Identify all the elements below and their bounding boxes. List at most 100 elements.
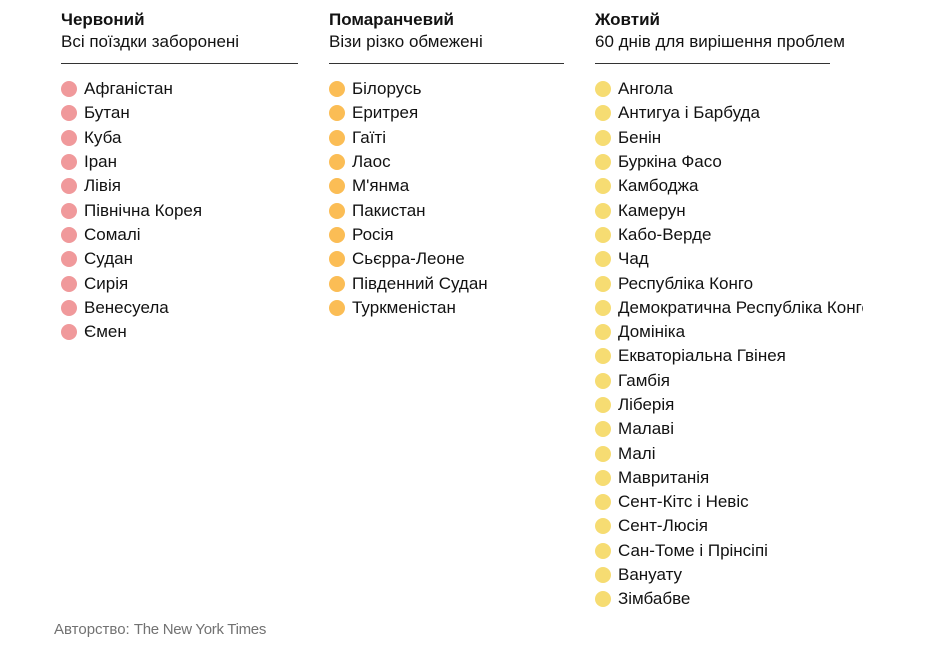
list-item: Демократична Республіка Конго: [595, 296, 863, 320]
status-dot-icon: [61, 299, 77, 316]
list-item: Лаос: [329, 150, 564, 174]
country-name: Мавританія: [618, 467, 710, 487]
country-name: Південний Судан: [352, 273, 488, 293]
country-list: Білорусь Еритрея Гаїті Лаос М'янма Пакистан Ро…: [329, 77, 564, 320]
list-item: Камерун: [595, 198, 863, 222]
status-dot-icon: [595, 154, 611, 171]
list-item: М'янма: [329, 174, 564, 198]
list-item: Південний Судан: [329, 271, 564, 295]
list-item: Камбоджа: [595, 174, 863, 198]
country-name: Сан-Томе і Прінсіпі: [618, 540, 768, 560]
list-item: Мавританія: [595, 466, 863, 490]
list-item: Сомалі: [61, 223, 298, 247]
status-dot-icon: [329, 154, 345, 171]
country-name: Демократична Республіка Конго: [618, 297, 863, 317]
status-dot-icon: [595, 275, 611, 292]
list-item: Афганістан: [61, 77, 298, 101]
column-header: Помаранчевий Візи різко обмежені: [329, 10, 564, 64]
list-item: Ангола: [595, 77, 863, 101]
list-item: Іран: [61, 150, 298, 174]
country-name: Лаос: [352, 152, 391, 172]
status-dot-icon: [329, 299, 345, 316]
country-name: Сент-Люсія: [618, 516, 708, 536]
list-item: Вануату: [595, 563, 863, 587]
country-name: Екваторіальна Гвінея: [618, 346, 786, 366]
status-dot-icon: [595, 226, 611, 243]
status-dot-icon: [61, 105, 77, 122]
country-name: Туркменістан: [352, 297, 456, 317]
credit-source: The New York Times: [133, 621, 267, 638]
status-dot-icon: [595, 469, 611, 486]
country-list: Афганістан Бутан Куба Іран Лівія Північна Кор…: [61, 77, 298, 344]
list-item: Венесуела: [61, 296, 298, 320]
status-dot-icon: [61, 129, 77, 146]
country-name: Білорусь: [352, 79, 422, 99]
status-dot-icon: [595, 372, 611, 389]
column-title: Червоний: [61, 10, 145, 29]
status-dot-icon: [329, 129, 345, 146]
country-name: Ліберія: [618, 395, 675, 414]
list-item: Куба: [61, 126, 298, 150]
status-dot-icon: [595, 299, 611, 316]
status-dot-icon: [595, 251, 611, 268]
status-dot-icon: [61, 202, 77, 219]
status-dot-icon: [595, 518, 611, 535]
country-name: Еритрея: [352, 103, 419, 123]
list-item: Екваторіальна Гвінея: [595, 344, 863, 368]
status-dot-icon: [61, 275, 77, 292]
credit-label: Авторство:: [54, 621, 130, 638]
list-item: Республіка Конго: [595, 271, 863, 295]
status-dot-icon: [595, 324, 611, 341]
status-dot-icon: [61, 154, 77, 171]
status-dot-icon: [61, 251, 77, 268]
country-name: Куба: [84, 127, 122, 147]
column-title: Жовтий: [595, 10, 660, 29]
country-name: Гамбія: [618, 370, 670, 390]
status-dot-icon: [595, 129, 611, 146]
list-item: Білорусь: [329, 77, 564, 101]
country-name: Венесуела: [84, 297, 169, 317]
country-name: Судан: [84, 249, 133, 269]
column-header: Червоний Всі поїздки заборонені: [61, 10, 298, 64]
list-item: Ліберія: [595, 393, 863, 417]
column-subtitle: Візи різко обмежені: [329, 32, 483, 51]
country-name: Гаїті: [352, 127, 386, 147]
country-name: Афганістан: [84, 79, 173, 99]
list-item: Лівія: [61, 174, 298, 198]
status-dot-icon: [61, 226, 77, 243]
list-item: Сьєрра-Леоне: [329, 247, 564, 271]
country-name: Малаві: [618, 419, 674, 439]
country-name: М'янма: [352, 176, 410, 196]
country-name: Антигуа і Барбуда: [618, 103, 760, 123]
list-item: Сан-Томе і Прінсіпі: [595, 539, 863, 563]
country-name: Зімбабве: [618, 589, 691, 609]
country-name: Республіка Конго: [618, 273, 754, 293]
status-dot-icon: [595, 202, 611, 219]
country-name: Сьєрра-Леоне: [352, 249, 465, 269]
status-dot-icon: [595, 445, 611, 462]
column-subtitle: 60 днів для вирішення проблем: [595, 32, 845, 51]
country-name: Іран: [84, 152, 118, 172]
country-name: Сирія: [84, 273, 129, 293]
status-dot-icon: [595, 397, 611, 413]
status-dot-icon: [329, 81, 345, 98]
list-item: Пакистан: [329, 198, 564, 222]
list-item: Чад: [595, 247, 863, 271]
column-header: Жовтий 60 днів для вирішення проблем: [595, 10, 845, 64]
list-item: Гамбія: [595, 369, 863, 393]
column-yellow: Жовтий 60 днів для вирішення проблем Анг…: [595, 10, 863, 612]
status-dot-icon: [329, 178, 345, 195]
list-item: Малаві: [595, 417, 863, 441]
country-name: Ангола: [618, 79, 674, 99]
list-item: Еритрея: [329, 101, 564, 125]
country-name: Малі: [618, 443, 656, 463]
list-item: Сент-Кітс і Невіс: [595, 490, 863, 514]
list-item: Гаїті: [329, 126, 564, 150]
country-name: Ємен: [84, 322, 127, 342]
list-item: Ємен: [61, 320, 298, 344]
country-name: Росія: [352, 224, 394, 244]
country-name: Сомалі: [84, 224, 141, 244]
status-dot-icon: [61, 324, 77, 341]
status-dot-icon: [595, 542, 611, 559]
status-dot-icon: [329, 105, 345, 122]
